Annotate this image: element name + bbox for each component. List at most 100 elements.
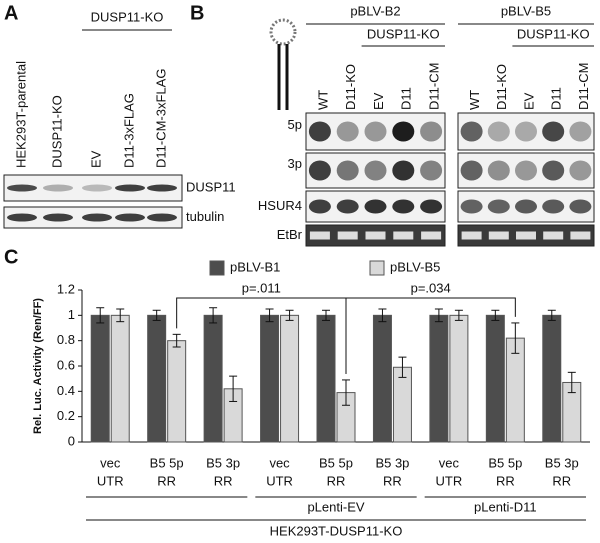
x-tick-label: vec — [100, 455, 121, 470]
bar — [429, 314, 449, 443]
band — [115, 213, 145, 222]
row-label: HSUR4 — [258, 198, 302, 213]
y-tick-label: 0.2 — [57, 408, 75, 423]
x-tick-label: RR — [383, 473, 402, 488]
group-label: DUSP11-KO — [517, 26, 590, 41]
x-tick-label: B5 5p — [319, 455, 353, 470]
band — [364, 121, 387, 142]
band — [487, 121, 510, 142]
band — [364, 199, 387, 214]
lane-label: D11 — [399, 87, 414, 110]
blot-title: pBLV-B2 — [350, 3, 400, 18]
band — [308, 160, 331, 181]
x-tick-label: B5 3p — [545, 455, 579, 470]
x-tick-label: RR — [552, 473, 571, 488]
row-label: EtBr — [277, 227, 303, 242]
gel-band — [421, 231, 442, 240]
x-tick-label: B5 5p — [150, 455, 184, 470]
bar — [542, 314, 562, 443]
bar — [392, 366, 412, 443]
bar — [280, 314, 300, 443]
band — [43, 184, 73, 192]
band — [460, 199, 483, 214]
band — [392, 199, 415, 214]
x-tick-label: B5 3p — [206, 455, 240, 470]
band — [420, 121, 443, 142]
footer-label: HEK293T-DUSP11-KO — [270, 523, 403, 538]
lane-label: D11-KO — [343, 64, 358, 110]
band — [569, 121, 592, 142]
bar — [485, 314, 505, 443]
y-tick-label: 0.6 — [57, 357, 75, 372]
band — [82, 213, 112, 222]
gel-band — [309, 231, 330, 240]
band — [515, 160, 537, 181]
x-tick-label: RR — [327, 473, 346, 488]
lane-label: D11-CM — [427, 63, 442, 110]
gel-band — [488, 231, 509, 240]
gel-band — [461, 231, 482, 240]
lane-label: EV — [371, 92, 386, 110]
band — [7, 213, 37, 222]
lane-label: D11-CM — [576, 63, 591, 110]
x-tick-label: UTR — [266, 473, 293, 488]
row-label: 3p — [288, 156, 302, 171]
gel-band — [365, 231, 386, 240]
blot-title: pBLV-B5 — [501, 3, 551, 18]
row-label: tubulin — [186, 209, 224, 224]
y-tick-label: 0.8 — [57, 332, 75, 347]
lane-label: EV — [521, 92, 536, 110]
group-label: DUSP11-KO — [367, 26, 440, 41]
group-label: DUSP11-KO — [91, 9, 164, 24]
band — [569, 199, 592, 214]
bar — [449, 314, 469, 443]
band — [336, 121, 359, 142]
band — [115, 184, 145, 192]
bar — [372, 314, 392, 443]
x-tick-label: B5 3p — [375, 455, 409, 470]
band — [82, 184, 112, 192]
lane-label: WT — [315, 90, 330, 110]
band — [515, 199, 537, 214]
band — [43, 213, 73, 222]
band — [336, 160, 359, 181]
row-label: DUSP11 — [186, 179, 236, 194]
gel-band — [516, 231, 536, 240]
band — [420, 160, 443, 181]
legend-swatch — [369, 260, 385, 276]
bar — [90, 314, 110, 443]
legend-label: pBLV-B5 — [390, 259, 440, 274]
bar — [260, 314, 280, 443]
group-label: pLenti-EV — [307, 499, 364, 514]
gel-band — [393, 231, 414, 240]
bar — [316, 314, 336, 443]
bar — [167, 340, 187, 443]
band — [487, 199, 510, 214]
group-label: pLenti-D11 — [474, 499, 537, 514]
band — [7, 184, 37, 192]
lane-label: DUSP11-KO — [49, 95, 64, 168]
significance-bracket — [345, 297, 516, 374]
gel-band — [570, 231, 591, 240]
band — [147, 184, 177, 192]
x-tick-label: UTR — [436, 473, 463, 488]
x-tick-label: vec — [269, 455, 290, 470]
band — [420, 199, 443, 214]
band — [364, 160, 387, 181]
hairpin-icon — [269, 18, 297, 110]
lane-label: D11 — [549, 87, 564, 110]
band — [460, 121, 483, 142]
panel-label: A — [4, 2, 18, 24]
x-tick-label: UTR — [97, 473, 124, 488]
x-tick-label: B5 5p — [488, 455, 522, 470]
annotation: p=.011 — [242, 280, 281, 295]
gel-band — [543, 231, 564, 240]
x-tick-label: vec — [439, 455, 460, 470]
panel-label: C — [4, 246, 18, 268]
band — [515, 121, 537, 142]
band — [542, 199, 565, 214]
x-tick-label: RR — [496, 473, 515, 488]
legend-swatch — [209, 260, 225, 276]
band — [392, 160, 415, 181]
